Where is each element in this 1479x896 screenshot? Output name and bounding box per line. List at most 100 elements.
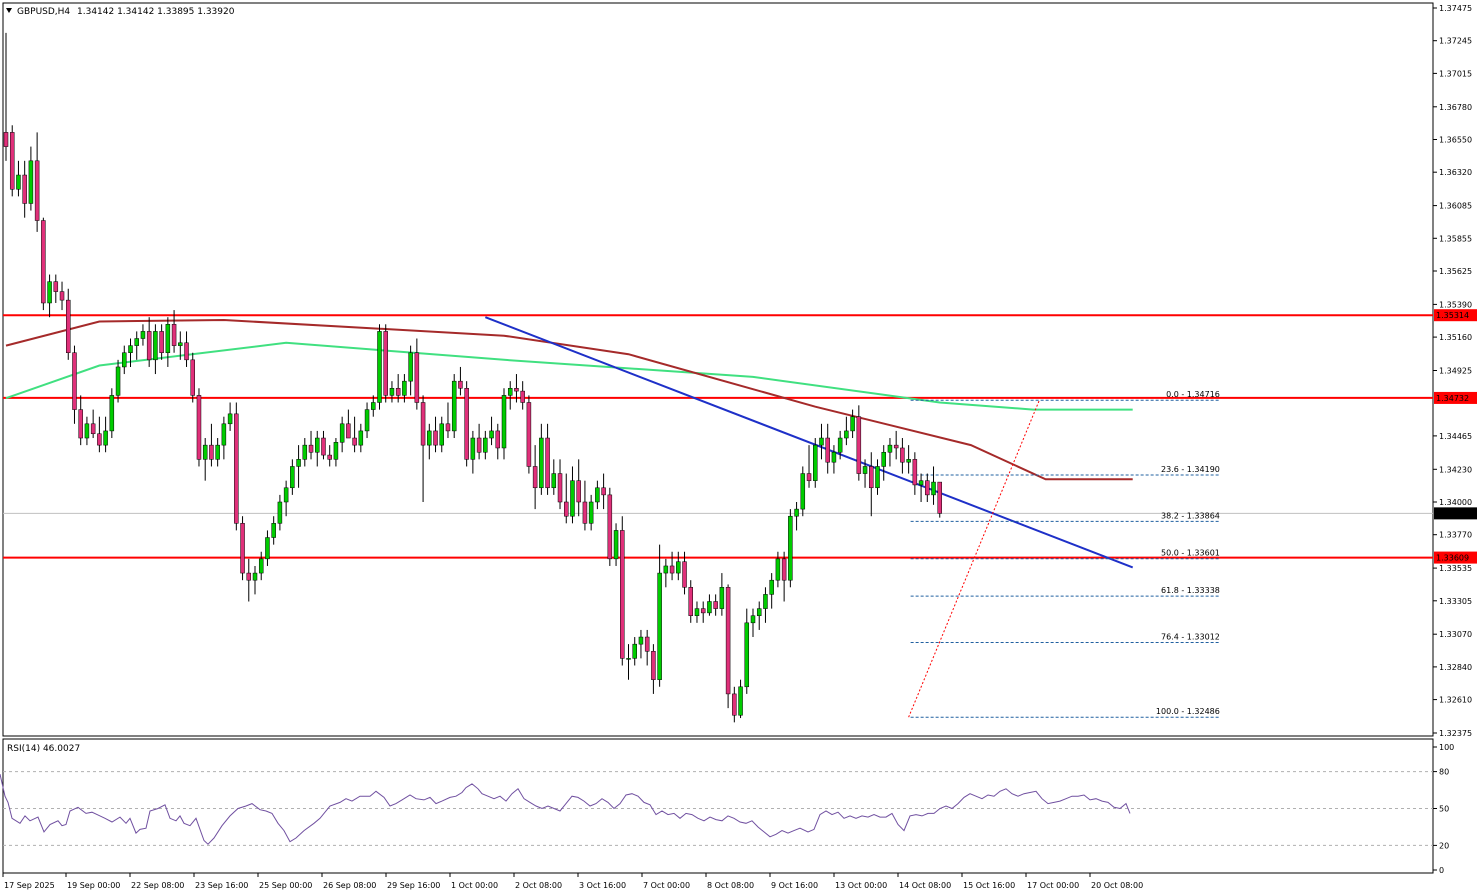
- candle-body: [931, 481, 936, 496]
- candle-body: [464, 388, 469, 460]
- candle-body: [41, 220, 46, 304]
- candle-body: [290, 466, 295, 489]
- candle-body: [893, 444, 899, 449]
- x-tick-label: 14 Oct 08:00: [899, 881, 951, 890]
- candle-body: [16, 174, 21, 190]
- candle-body: [90, 423, 96, 435]
- candle-body: [327, 454, 332, 460]
- candle-body: [844, 430, 849, 439]
- candle-body: [837, 437, 843, 453]
- candle-body: [271, 523, 276, 538]
- candle-body: [669, 565, 675, 574]
- candle-body: [122, 352, 127, 368]
- candle-body: [781, 558, 787, 581]
- candle-body: [451, 380, 457, 432]
- dropdown-triangle-icon[interactable]: [6, 8, 12, 13]
- candle-body: [352, 437, 357, 446]
- candle-body: [433, 430, 438, 446]
- candle-body: [115, 366, 121, 396]
- fib-level-label: 38.2 - 1.33864: [1161, 511, 1220, 520]
- candle-body: [47, 281, 52, 304]
- y-tick-label: 1.35625: [1439, 267, 1472, 276]
- level-price-label: 1.35314: [1436, 311, 1469, 320]
- candle-body: [97, 433, 102, 446]
- trendline: [484, 316, 1134, 569]
- x-tick-label: 7 Oct 00:00: [643, 881, 690, 890]
- candle-body: [682, 561, 687, 588]
- candle-body: [103, 430, 108, 446]
- candle-body: [607, 494, 613, 560]
- x-tick-label: 8 Oct 08:00: [707, 881, 754, 890]
- candle-body: [676, 561, 681, 574]
- candle-body: [445, 423, 451, 432]
- level-price-label: 1.34732: [1436, 394, 1469, 403]
- candle-body: [402, 380, 407, 396]
- candle-body: [900, 447, 905, 463]
- fib-level-label: 0.0 - 1.34716: [1166, 390, 1220, 399]
- candle-body: [22, 174, 27, 204]
- candle-body: [713, 601, 718, 609]
- candle-body: [240, 523, 245, 574]
- y-tick-label: 1.33305: [1439, 597, 1472, 606]
- candle-body: [595, 487, 600, 503]
- rsi-line: [0, 773, 1131, 845]
- candle-body: [196, 395, 202, 460]
- candle-body: [371, 402, 376, 410]
- candle-body: [813, 444, 818, 481]
- candle-body: [296, 459, 301, 467]
- main-pane-frame: [2, 2, 1434, 737]
- y-tick-label: 1.36085: [1439, 202, 1472, 211]
- candle-body: [302, 444, 308, 460]
- candle-body: [489, 430, 494, 439]
- x-tick-label: 13 Oct 00:00: [835, 881, 887, 890]
- candle-body: [78, 409, 83, 439]
- candle-body: [663, 565, 669, 574]
- candle-body: [140, 331, 146, 339]
- candle-body: [819, 437, 824, 446]
- trend-layer: [484, 316, 1134, 569]
- rsi-tick-label: 20: [1439, 841, 1449, 850]
- candle-body: [775, 558, 781, 581]
- candle-body: [937, 481, 942, 514]
- y-tick-label: 1.33535: [1439, 564, 1472, 573]
- candle-body: [414, 352, 420, 403]
- candle-body: [719, 587, 725, 609]
- candle-body: [221, 423, 227, 446]
- candle-body: [53, 281, 59, 292]
- candle-body: [66, 299, 71, 353]
- candle-body: [72, 352, 77, 410]
- y-tick-label: 1.35855: [1439, 234, 1472, 243]
- candle-body: [134, 338, 139, 346]
- candle-body: [265, 537, 270, 560]
- candle-body: [258, 558, 264, 574]
- rsi-header: RSI(14) 46.0027: [7, 744, 80, 754]
- candle-body: [507, 388, 513, 396]
- candle-body: [788, 515, 793, 581]
- x-tick-label: 15 Oct 16:00: [963, 881, 1015, 890]
- candle-body: [358, 430, 364, 446]
- candle-body: [171, 324, 177, 346]
- candle-body: [159, 331, 164, 353]
- candle-body: [925, 480, 930, 496]
- y-tick-label: 1.35160: [1439, 333, 1472, 342]
- candle-body: [59, 291, 65, 301]
- candle-body: [252, 572, 258, 581]
- candle-body: [420, 402, 426, 446]
- candle-body: [227, 413, 233, 425]
- chart-header: GBPUSD,H4 1.34142 1.34142 1.33895 1.3392…: [6, 7, 235, 17]
- fib-level-label: 50.0 - 1.33601: [1161, 549, 1220, 558]
- ma-fast-line: [5, 318, 1133, 481]
- candle-body: [688, 587, 693, 616]
- candle-body: [128, 345, 133, 353]
- axis-layer: 1.37475 1.37245 1.37015 1.36780 1.36550 1.363…: [1433, 4, 1472, 738]
- candle-layer: [3, 32, 942, 723]
- candle-body: [109, 395, 115, 432]
- y-tick-label: 1.36550: [1439, 135, 1472, 144]
- candle-body: [364, 409, 370, 432]
- candle-body: [339, 423, 345, 443]
- candle-body: [34, 160, 40, 221]
- candle-body: [887, 444, 893, 453]
- candle-body: [315, 437, 320, 453]
- candle-body: [700, 608, 706, 614]
- candle-body: [470, 437, 476, 460]
